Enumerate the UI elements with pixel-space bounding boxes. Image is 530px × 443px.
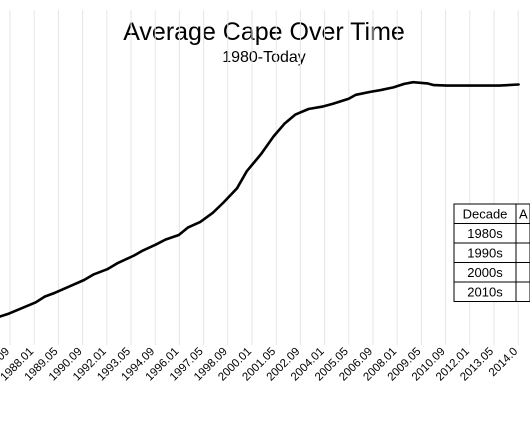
series-group xyxy=(0,80,520,318)
chart-subtitle: 1980-Today xyxy=(222,49,306,66)
table-cell xyxy=(515,281,530,302)
table-cell xyxy=(515,262,530,283)
table-header-partial: A xyxy=(519,207,528,222)
decade-table: Decade A 1980s 1990s 2000s 2010s xyxy=(453,203,530,302)
table-row-label: 2010s xyxy=(467,285,503,300)
table-header-decade: Decade xyxy=(463,207,508,222)
table-row-label: 1990s xyxy=(467,246,503,261)
series-line-0 xyxy=(0,80,520,318)
table-cell xyxy=(515,242,530,263)
table-row-label: 1980s xyxy=(467,226,503,241)
table-cell xyxy=(515,223,530,244)
table-row-label: 2000s xyxy=(467,265,503,280)
x-tick-labels: 1986.091988.011989.051990.091992.011993.… xyxy=(0,346,520,384)
chart-title: Average Cape Over Time xyxy=(123,18,405,46)
